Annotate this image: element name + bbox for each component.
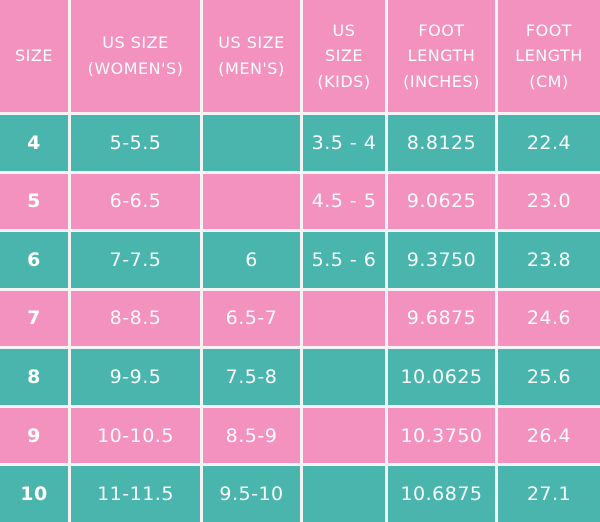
table-cell: 8-8.5 bbox=[71, 290, 200, 347]
table-cell: 8.8125 bbox=[388, 115, 495, 171]
table-cell: 22.4 bbox=[498, 115, 600, 171]
table-cell-size-7: 7 bbox=[0, 290, 68, 347]
table-cell: 9-9.5 bbox=[71, 349, 200, 405]
table-cell-size-5: 5 bbox=[0, 173, 68, 230]
table-cell: 6.5-7 bbox=[203, 290, 300, 347]
table-cell bbox=[303, 290, 385, 347]
table-cell bbox=[303, 407, 385, 464]
header-cell-foot-length-inches: FOOT LENGTH (INCHES) bbox=[388, 0, 495, 112]
header-cell-us-size-womens: US SIZE (WOMEN'S) bbox=[71, 0, 200, 112]
table-cell-size-10: 10 bbox=[0, 466, 68, 522]
table-cell: 9.6875 bbox=[388, 290, 495, 347]
table-cell: 26.4 bbox=[498, 407, 600, 464]
header-cell-size: SIZE bbox=[0, 0, 68, 112]
table-cell: 10.3750 bbox=[388, 407, 495, 464]
header-cell-us-size-mens: US SIZE (MEN'S) bbox=[203, 0, 300, 112]
table-cell: 9.5-10 bbox=[203, 466, 300, 522]
table-cell: 11-11.5 bbox=[71, 466, 200, 522]
table-cell: 4.5 - 5 bbox=[303, 173, 385, 230]
table-cell bbox=[303, 466, 385, 522]
table-cell: 10.0625 bbox=[388, 349, 495, 405]
table-cell: 10-10.5 bbox=[71, 407, 200, 464]
table-cell-size-4: 4 bbox=[0, 115, 68, 171]
table-cell-size-6: 6 bbox=[0, 232, 68, 288]
table-cell: 23.0 bbox=[498, 173, 600, 230]
table-cell: 7.5-8 bbox=[203, 349, 300, 405]
table-cell-size-9: 9 bbox=[0, 407, 68, 464]
table-cell: 27.1 bbox=[498, 466, 600, 522]
header-cell-us-size-kids: US SIZE (KIDS) bbox=[303, 0, 385, 112]
table-cell: 8.5-9 bbox=[203, 407, 300, 464]
header-cell-foot-length-cm: FOOT LENGTH (CM) bbox=[498, 0, 600, 112]
table-cell: 6-6.5 bbox=[71, 173, 200, 230]
table-cell bbox=[303, 349, 385, 405]
table-cell: 9.3750 bbox=[388, 232, 495, 288]
table-cell-size-8: 8 bbox=[0, 349, 68, 405]
table-cell: 9.0625 bbox=[388, 173, 495, 230]
table-cell: 23.8 bbox=[498, 232, 600, 288]
table-cell bbox=[203, 173, 300, 230]
table-cell: 3.5 - 4 bbox=[303, 115, 385, 171]
table-cell: 5-5.5 bbox=[71, 115, 200, 171]
table-cell: 6 bbox=[203, 232, 300, 288]
table-cell: 7-7.5 bbox=[71, 232, 200, 288]
table-cell: 5.5 - 6 bbox=[303, 232, 385, 288]
table-cell: 10.6875 bbox=[388, 466, 495, 522]
table-cell bbox=[203, 115, 300, 171]
table-cell: 25.6 bbox=[498, 349, 600, 405]
table-cell: 24.6 bbox=[498, 290, 600, 347]
